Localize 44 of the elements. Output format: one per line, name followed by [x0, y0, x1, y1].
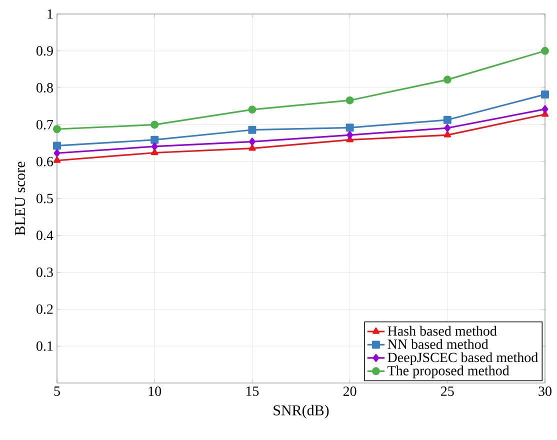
legend-label: Hash based method	[388, 326, 497, 336]
x-tick-label: 10	[148, 386, 162, 396]
point	[248, 144, 256, 151]
point	[444, 124, 451, 132]
point	[444, 131, 451, 138]
point	[249, 138, 256, 146]
point	[542, 105, 548, 114]
point	[53, 156, 61, 163]
y-tick-label: 0.3	[36, 268, 53, 278]
point	[346, 96, 354, 104]
y-tick-label: 1	[48, 9, 53, 19]
x-tick-label: 20	[343, 386, 356, 396]
point	[248, 126, 256, 134]
point	[443, 76, 452, 84]
y-tick-label: 0.4	[36, 230, 54, 240]
legend-label: DeepJSCEC based method	[388, 352, 538, 366]
point	[151, 142, 158, 150]
point	[346, 131, 353, 140]
point	[53, 125, 61, 134]
point	[443, 116, 452, 124]
y-tick-label: 0.1	[36, 341, 53, 351]
point	[53, 142, 61, 150]
y-tick-label: 0.8	[36, 83, 53, 93]
point	[150, 136, 159, 144]
legend-label: NN based method	[388, 339, 488, 349]
x-tick-label: 30	[538, 386, 552, 396]
x-tick-label: 25	[441, 386, 454, 396]
point	[151, 148, 158, 156]
y-tick-label: 0.7	[36, 120, 54, 130]
point	[346, 124, 354, 132]
y-tick-label: 0.2	[36, 304, 53, 314]
y-axis-title: BLEU score	[15, 162, 26, 236]
x-axis-title: SNR(dB)	[274, 404, 329, 418]
y-tick-label: 0.6	[36, 156, 54, 166]
x-tick-label: 15	[246, 386, 259, 396]
point	[54, 149, 60, 158]
y-tick-label: 0.5	[36, 194, 53, 204]
point	[248, 106, 256, 114]
legend-label: The proposed method	[388, 366, 510, 378]
x-tick-label: 5	[54, 386, 60, 396]
y-tick-label: 0.9	[36, 46, 53, 56]
point	[541, 46, 549, 55]
point	[150, 120, 159, 129]
point	[541, 90, 549, 98]
